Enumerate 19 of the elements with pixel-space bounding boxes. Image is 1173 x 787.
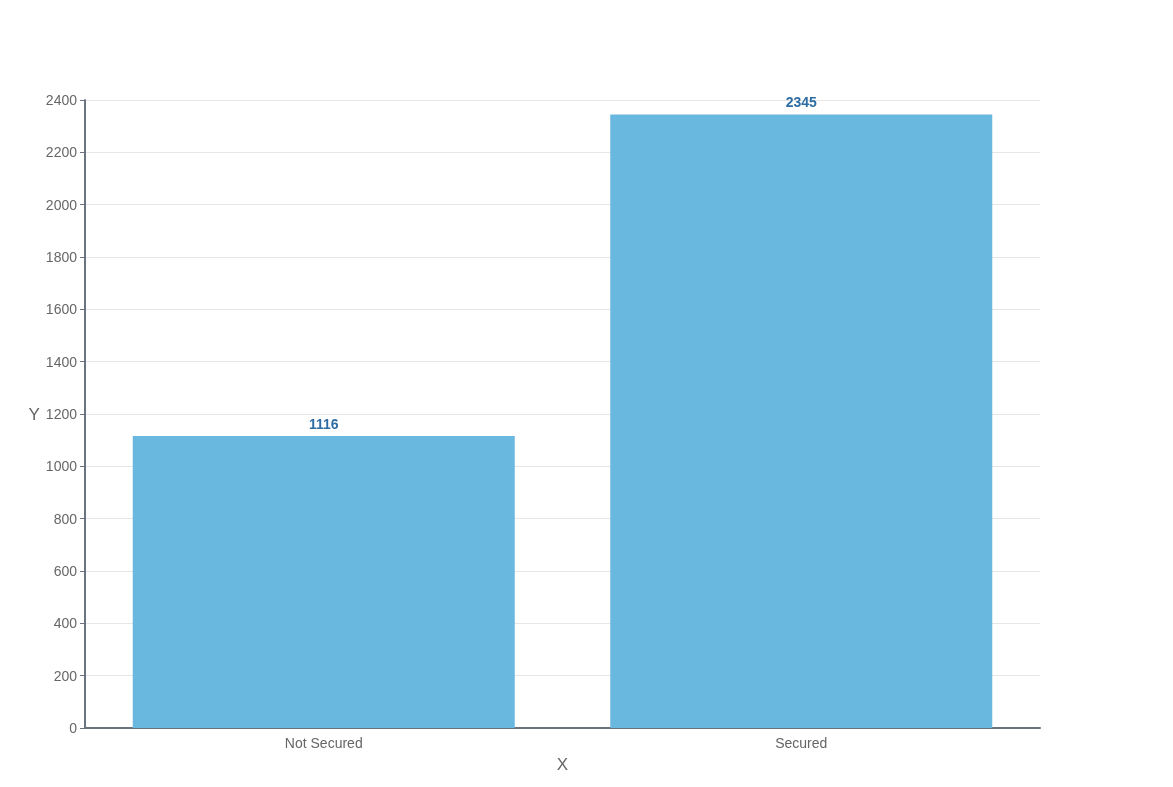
y-tick-label: 1600	[45, 301, 78, 318]
y-tick-label: 1400	[45, 353, 78, 370]
x-tick-label: Not Secured	[284, 735, 363, 751]
y-tick-label: 1000	[45, 458, 78, 475]
y-tick-label: 2200	[45, 144, 78, 161]
y-tick-label: 400	[53, 615, 78, 632]
y-tick-label: 1200	[45, 406, 78, 422]
data-label: 1116	[308, 415, 339, 432]
x-tick-label: Secured	[775, 735, 828, 751]
data-label: 2345	[785, 94, 818, 111]
y-tick-label: 800	[53, 510, 78, 527]
y-tick-label: 1800	[45, 249, 78, 265]
y-tick-label: 2000	[45, 196, 78, 213]
y-tick-label: 2400	[45, 92, 78, 108]
y-axis-title: Y	[28, 404, 40, 424]
x-axis-title: X	[556, 755, 569, 774]
y-tick-label: 0	[69, 720, 78, 736]
y-tick-label: 200	[53, 667, 78, 684]
y-tick-label: 600	[53, 563, 78, 579]
